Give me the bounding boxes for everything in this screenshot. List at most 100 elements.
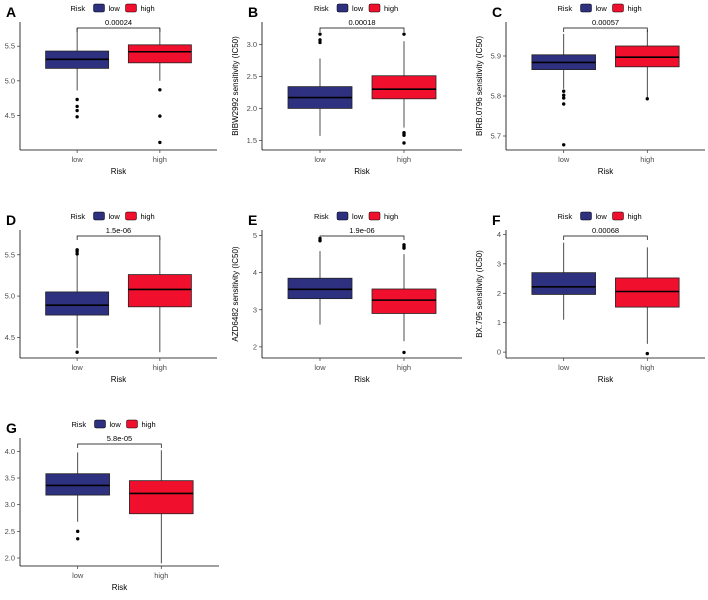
y-tick-label: 5.5 [5,42,15,51]
outlier-point [75,350,79,354]
outlier-point [562,143,566,147]
panel-letter: F [492,212,501,228]
p-value-label: 0.00024 [105,18,132,27]
legend: Risk low high [558,3,642,13]
outlier-point [562,102,566,106]
outlier-point [75,249,79,254]
p-value-label: 0.00068 [592,226,619,235]
box-high [371,243,437,355]
box-body [371,75,437,100]
legend-swatch-low [580,211,592,221]
outlier-point [75,108,79,113]
y-tick-label: 5.0 [5,292,15,301]
y-tick-label: 2 [253,342,257,351]
x-tick-label-high: high [640,363,654,372]
x-axis-title: Risk [112,583,129,592]
y-tick-label: 1 [497,318,501,327]
x-tick-label-low: low [558,155,570,164]
y-tick-label: 5.8 [491,92,501,101]
y-tick-label: 2.0 [247,104,257,113]
bracket-line [563,27,648,32]
legend: Risk low high [72,419,156,429]
outlier-point [76,529,80,534]
outlier-point [75,97,79,102]
legend-label-high: high [141,212,155,221]
significance-bracket: 0.00068 [563,226,648,240]
box-body [371,288,437,314]
outlier-point [402,246,406,250]
box-high [127,28,192,145]
outlier-point [402,141,406,145]
x-tick-label-low: low [71,155,83,164]
legend-label-high: high [384,212,398,221]
outlier-point [76,537,80,541]
x-axis-title: Risk [598,167,615,176]
box-low [287,236,353,325]
outlier-point [75,115,79,119]
y-tick-label: 3 [253,305,257,314]
outlier-point [318,32,322,36]
bracket-line [319,27,405,32]
y-tick-label: 2.0 [5,554,15,563]
y-tick-label: 4 [497,230,501,239]
x-tick-label-high: high [397,155,411,164]
legend-title: Risk [314,212,329,221]
x-tick-label-high: high [154,571,168,580]
panel-letter: A [6,4,16,20]
x-tick-label-high: high [153,363,167,372]
legend-swatch-low [93,3,105,13]
legend-swatch-low [94,419,106,429]
x-axis-title: Risk [111,167,128,176]
significance-bracket: 0.00057 [563,18,648,32]
y-tick-label: 3.0 [5,500,15,509]
box-low [45,28,110,119]
y-tick-label: 1.5 [247,136,257,145]
box-body [615,277,680,308]
y-tick-label: 3.5 [5,474,15,483]
bracket-line [76,27,161,32]
panel-g: GRisklowhigh2.02.53.03.54.0lowhighRiskXM… [5,419,219,592]
legend-label-high: high [384,4,398,13]
box-high [615,30,680,101]
outlier-point [318,239,322,243]
outlier-point [318,40,322,45]
y-tick-label: 0 [497,348,501,357]
y-tick-label: 5.7 [491,132,501,141]
bracket-line [76,235,161,240]
legend-swatch-low [93,211,105,221]
box-high [371,32,437,145]
legend-swatch-high [126,419,138,429]
x-axis-title: Risk [354,167,371,176]
outlier-point [645,97,649,101]
legend-swatch-high [612,211,624,221]
box-low [287,32,353,136]
bracket-line [563,235,648,240]
box-body [531,272,596,295]
panel-d: DRisklowhigh4.55.05.5lowhighRiskSB590885… [5,211,217,384]
box-high [129,450,194,564]
panel-letter: B [248,4,258,20]
x-axis-title: Risk [354,375,371,384]
outlier-point [402,350,406,355]
box-body [129,480,194,515]
y-tick-label: 2.5 [5,527,15,536]
y-axis-title: AZD6482 sensitivity (IC50) [231,246,240,341]
outlier-point [402,133,406,137]
significance-bracket: 1.5e-06 [76,226,161,240]
y-tick-label: 5.5 [5,250,15,259]
legend-title: Risk [314,4,329,13]
x-tick-label-low: low [72,571,84,580]
legend-label-low: low [109,4,121,13]
x-tick-label-high: high [153,155,167,164]
y-tick-label: 4.5 [5,333,15,342]
y-tick-label: 5 [253,231,257,240]
legend: Risk low high [314,3,398,13]
bracket-line [77,443,162,448]
legend-swatch-low [580,3,592,13]
box-high [127,237,192,353]
legend-label-low: low [596,4,608,13]
p-value-label: 0.00057 [592,18,619,27]
y-tick-label: 4.0 [5,447,15,456]
outlier-point [562,93,566,97]
y-tick-label: 5.0 [5,76,15,85]
